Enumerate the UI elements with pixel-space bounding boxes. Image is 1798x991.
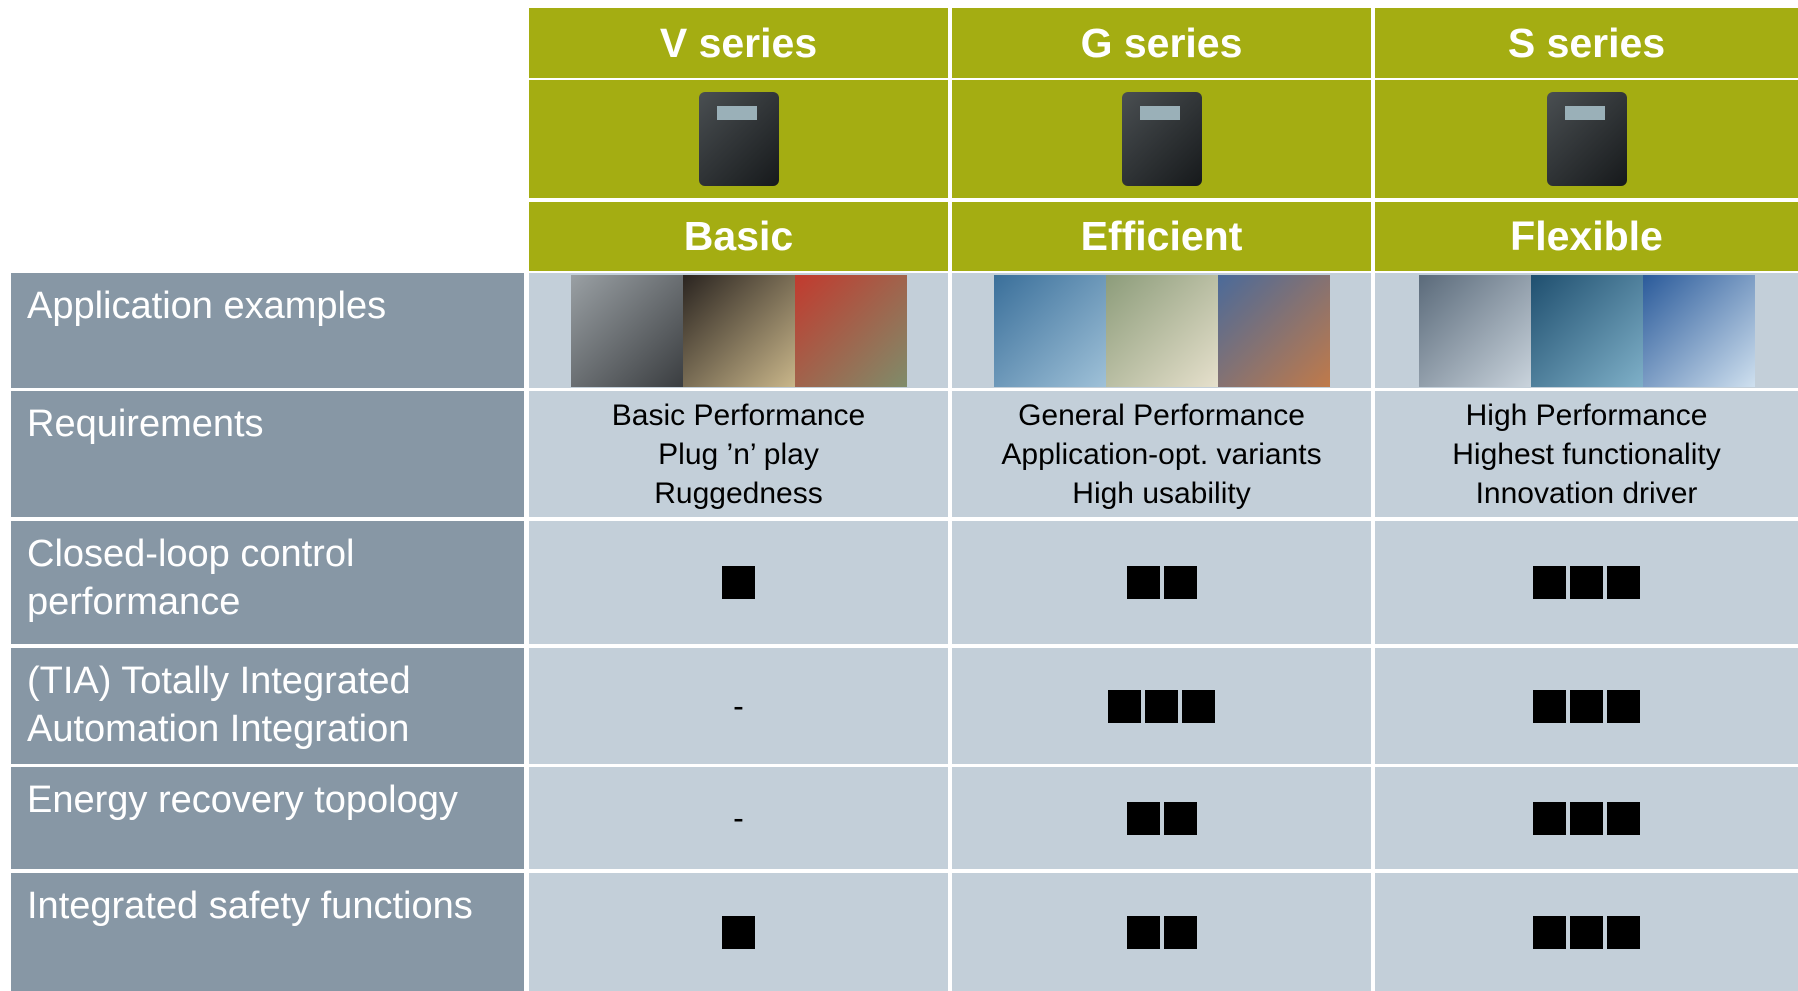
value-cell	[529, 873, 948, 991]
rating-square	[1533, 689, 1566, 723]
application-photo	[1530, 274, 1643, 387]
value-cell	[952, 273, 1371, 388]
rating-square	[1126, 566, 1160, 599]
rating-square	[1607, 801, 1640, 835]
value-cell: Basic Performance Plug ’n’ play Ruggedness	[529, 391, 948, 517]
class-header: Basic	[529, 202, 948, 271]
rating-square	[1570, 566, 1603, 599]
rating-square	[1163, 566, 1197, 599]
application-photo	[570, 274, 683, 387]
requirement-line: Highest functionality	[1452, 437, 1721, 471]
device-screen	[716, 106, 757, 120]
requirement-line: Plug ’n’ play	[658, 437, 819, 471]
row-label: Application examples	[11, 273, 524, 388]
value-cell	[1375, 767, 1798, 869]
product-image-cell	[952, 80, 1371, 198]
requirement-line: High Performance	[1465, 398, 1708, 432]
rating-square	[722, 915, 755, 949]
rating-square	[1145, 689, 1178, 723]
class-header: Flexible	[1375, 202, 1798, 271]
value-cell: High Performance Highest functionality Inn…	[1375, 391, 1798, 517]
series-header: G series	[952, 8, 1371, 78]
rating-text: -	[733, 799, 744, 836]
value-cell	[1375, 273, 1798, 388]
application-photo	[794, 274, 907, 387]
value-cell: -	[529, 767, 948, 869]
rating-square	[1533, 915, 1566, 949]
value-cell	[529, 521, 948, 644]
value-cell: -	[529, 648, 948, 764]
rating-square	[1533, 801, 1566, 835]
application-photo	[1105, 274, 1218, 387]
series-header: V series	[529, 8, 948, 78]
application-photo	[1418, 274, 1531, 387]
rating-square	[722, 566, 755, 599]
row-label: (TIA) Totally Integrated Automation Inte…	[11, 648, 524, 764]
product-image-cell	[1375, 80, 1798, 198]
product-image	[679, 86, 799, 192]
value-cell	[529, 273, 948, 388]
rating-square	[1126, 801, 1160, 835]
device-screen	[1564, 106, 1605, 120]
class-header: Efficient	[952, 202, 1371, 271]
row-label: Energy recovery topology	[11, 767, 524, 869]
row-label: Integrated safety functions	[11, 873, 524, 991]
application-photo	[682, 274, 795, 387]
rating-square	[1607, 689, 1640, 723]
product-image	[1527, 86, 1647, 192]
rating-square	[1182, 689, 1215, 723]
series-header: S series	[1375, 8, 1798, 78]
value-cell	[1375, 873, 1798, 991]
value-cell	[952, 767, 1371, 869]
value-cell: General Performance Application-opt. vari…	[952, 391, 1371, 517]
rating-text: -	[733, 687, 744, 724]
application-photo	[993, 274, 1106, 387]
requirement-line: High usability	[1072, 476, 1251, 510]
requirement-line: Application-opt. variants	[1001, 437, 1322, 471]
product-image-cell	[529, 80, 948, 198]
rating-square	[1108, 689, 1141, 723]
rating-square	[1570, 689, 1603, 723]
rating-square	[1570, 801, 1603, 835]
rating-square	[1533, 566, 1566, 599]
requirement-line: Ruggedness	[654, 476, 823, 510]
value-cell	[952, 648, 1371, 764]
requirement-line: Innovation driver	[1475, 476, 1698, 510]
value-cell	[952, 873, 1371, 991]
rating-square	[1607, 566, 1640, 599]
rating-square	[1126, 915, 1160, 949]
product-image	[1102, 86, 1222, 192]
rating-square	[1570, 915, 1603, 949]
device-screen	[1139, 106, 1180, 120]
rating-square	[1163, 915, 1197, 949]
requirement-line: Basic Performance	[611, 398, 866, 432]
rating-square	[1607, 915, 1640, 949]
row-label: Requirements	[11, 391, 524, 517]
requirement-line: General Performance	[1018, 398, 1305, 432]
application-photo	[1642, 274, 1755, 387]
value-cell	[1375, 521, 1798, 644]
value-cell	[1375, 648, 1798, 764]
value-cell	[952, 521, 1371, 644]
row-label: Closed-loop control performance	[11, 521, 524, 644]
application-photo	[1217, 274, 1330, 387]
rating-square	[1163, 801, 1197, 835]
